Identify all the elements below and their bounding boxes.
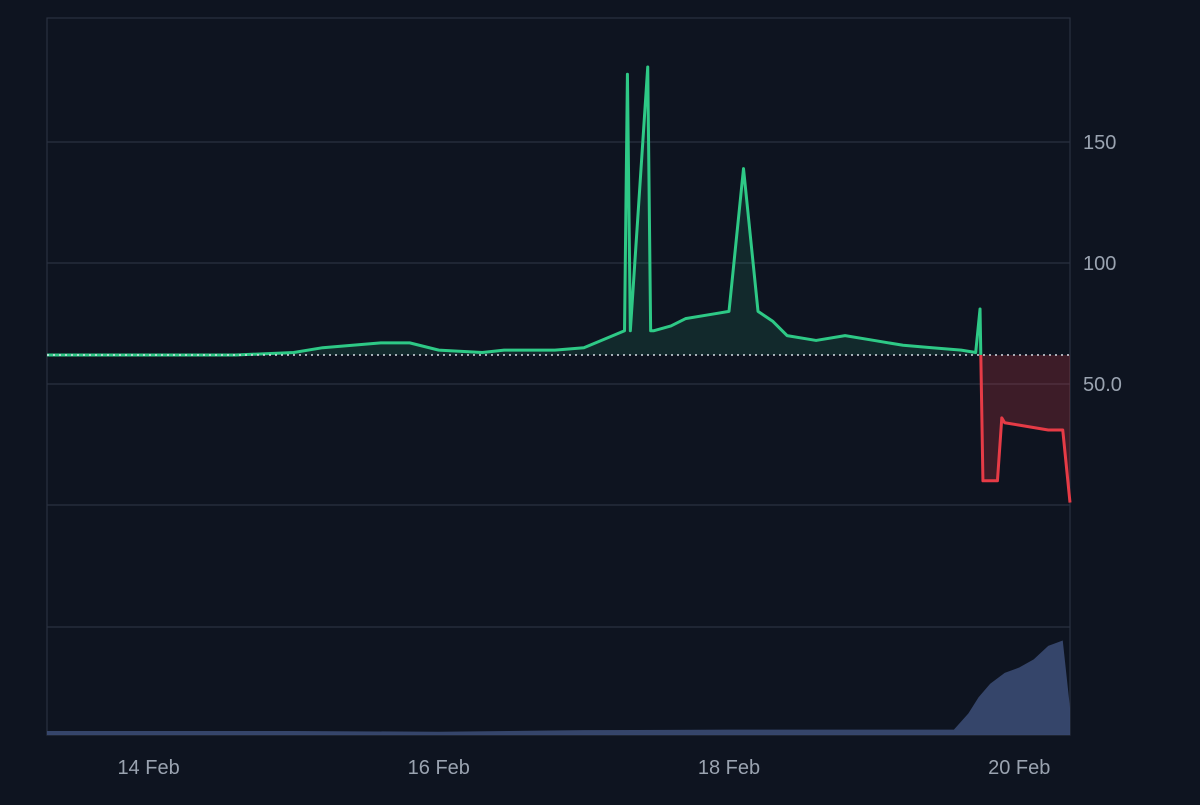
series-line-above: [47, 65, 983, 357]
axis-layer: 150 100 50.0 14 Feb 16 Feb 18 Feb 20 Feb: [117, 132, 1121, 779]
series-line-layer: [47, 65, 1072, 503]
x-tick-label: 16 Feb: [408, 757, 470, 779]
volume-area: [47, 640, 1070, 735]
volume-layer: [47, 640, 1070, 735]
x-tick-label: 18 Feb: [698, 757, 760, 779]
x-tick-label: 20 Feb: [988, 757, 1050, 779]
area-fill-above: [47, 66, 981, 355]
y-tick-label: 50.0: [1083, 374, 1122, 396]
y-tick-label: 150: [1083, 132, 1116, 154]
area-fill-layer: [47, 66, 1070, 503]
y-tick-label: 100: [1083, 253, 1116, 275]
series-line-below: [979, 354, 1072, 503]
x-tick-label: 14 Feb: [117, 757, 179, 779]
area-fill-below: [980, 354, 1070, 503]
grid-layer: [46, 17, 1071, 736]
